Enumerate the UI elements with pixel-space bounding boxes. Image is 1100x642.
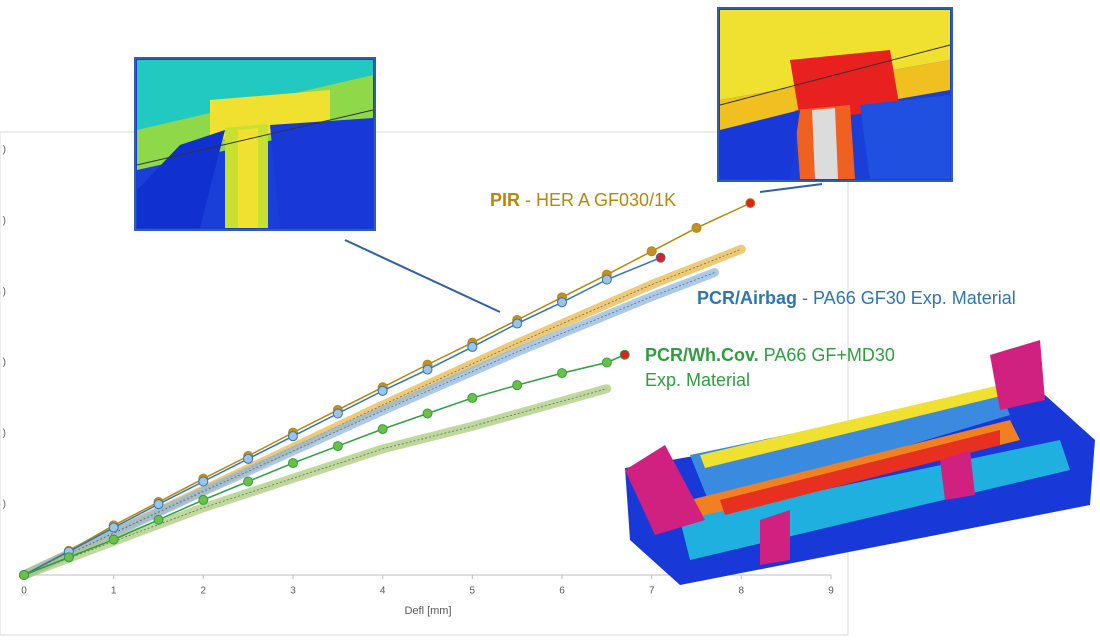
series-desc: - HER A GF030/1K — [520, 190, 676, 210]
x-tick-label: 7 — [649, 586, 655, 597]
data-point — [333, 409, 342, 418]
x-tick-label: 3 — [290, 586, 296, 597]
data-point — [154, 515, 163, 524]
data-point — [333, 442, 342, 451]
x-tick-label: 4 — [380, 586, 386, 597]
series-label: PIR - HER A GF030/1K — [490, 190, 676, 210]
series-desc: - PA66 GF30 Exp. Material — [797, 288, 1016, 308]
data-point — [602, 275, 611, 284]
data-point — [378, 386, 387, 395]
data-point — [109, 535, 118, 544]
data-point — [423, 365, 432, 374]
data-point — [558, 369, 567, 378]
x-tick-label: 5 — [470, 586, 476, 597]
y-tick-label: ) — [3, 428, 6, 439]
y-tick-label: ) — [3, 145, 6, 156]
data-point — [602, 358, 611, 367]
data-point — [154, 500, 163, 509]
series-name: PCR/Airbag — [697, 288, 797, 308]
x-tick-label: 8 — [739, 586, 745, 597]
data-point — [199, 477, 208, 486]
data-point — [378, 425, 387, 434]
data-point — [513, 381, 522, 390]
fem-inset — [135, 58, 375, 230]
series-label: PCR/Wh.Cov. PA66 GF+MD30 — [645, 345, 895, 365]
data-point — [20, 571, 29, 580]
x-tick-label: 9 — [828, 586, 834, 597]
series-desc: Exp. Material — [645, 370, 750, 390]
data-point — [109, 523, 118, 532]
leader-line — [345, 240, 500, 312]
data-point — [647, 247, 656, 256]
data-point — [289, 432, 298, 441]
data-point — [513, 319, 522, 328]
series-label: PCR/Airbag - PA66 GF30 Exp. Material — [697, 288, 1016, 308]
series-name: PCR/Wh.Cov. — [645, 345, 759, 365]
series-desc: PA66 GF+MD30 — [759, 345, 895, 365]
x-tick-label: 0 — [21, 586, 27, 597]
data-point — [244, 454, 253, 463]
x-axis-label: Defl [mm] — [404, 605, 451, 617]
data-point — [656, 253, 665, 262]
data-point — [692, 223, 701, 232]
data-point — [468, 342, 477, 351]
y-tick-label: ) — [3, 357, 6, 368]
exp-band — [24, 273, 714, 575]
data-point — [423, 409, 432, 418]
data-point — [558, 298, 567, 307]
data-point — [64, 553, 73, 562]
x-tick-label: 6 — [559, 586, 565, 597]
x-tick-label: 1 — [111, 586, 117, 597]
series-name: PIR — [490, 190, 520, 210]
x-tick-label: 2 — [201, 586, 207, 597]
y-tick-label: ) — [3, 499, 6, 510]
data-point — [746, 199, 755, 208]
data-point — [244, 477, 253, 486]
leader-line — [760, 184, 822, 192]
chart: 0 1 2 3 4 5 6 7 8 9)))))) Defl [mm] — [0, 0, 1100, 642]
data-point — [620, 350, 629, 359]
exp-band — [24, 389, 607, 575]
y-tick-label: ) — [3, 215, 6, 226]
data-point — [289, 459, 298, 468]
data-point — [468, 393, 477, 402]
fem-inset — [718, 8, 952, 181]
data-point — [199, 495, 208, 504]
y-tick-label: ) — [3, 286, 6, 297]
